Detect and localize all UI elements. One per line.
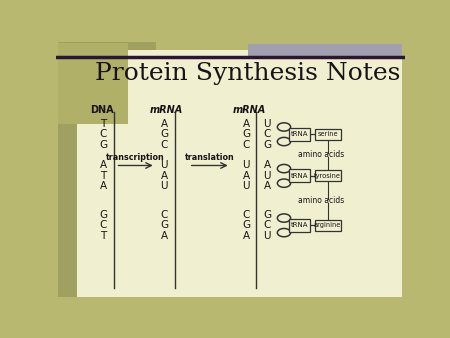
Text: A: A (100, 161, 107, 170)
Text: A: A (243, 119, 250, 129)
Text: DNA: DNA (90, 104, 113, 115)
FancyBboxPatch shape (315, 220, 341, 231)
Text: A: A (243, 171, 250, 181)
Text: G: G (160, 220, 168, 230)
FancyBboxPatch shape (77, 50, 401, 297)
Text: C: C (99, 129, 107, 139)
Text: G: G (99, 210, 108, 220)
Text: U: U (161, 181, 168, 191)
Text: A: A (264, 181, 271, 191)
Text: G: G (242, 220, 250, 230)
Text: tRNA: tRNA (291, 222, 308, 228)
Text: tyrosine: tyrosine (314, 173, 341, 179)
Text: U: U (161, 161, 168, 170)
FancyBboxPatch shape (315, 129, 341, 140)
FancyBboxPatch shape (248, 45, 401, 59)
Text: T: T (100, 171, 107, 181)
Text: A: A (161, 119, 168, 129)
Text: A: A (264, 161, 271, 170)
Text: C: C (264, 129, 271, 139)
Text: U: U (243, 181, 250, 191)
FancyBboxPatch shape (58, 43, 128, 124)
Text: G: G (99, 140, 108, 150)
Text: C: C (161, 140, 168, 150)
Text: mRNA: mRNA (233, 104, 266, 115)
Text: amino acids: amino acids (297, 196, 344, 204)
Text: A: A (100, 181, 107, 191)
Text: serine: serine (317, 131, 338, 137)
Text: G: G (263, 140, 271, 150)
Text: A: A (243, 231, 250, 241)
FancyBboxPatch shape (289, 219, 310, 232)
Text: C: C (161, 210, 168, 220)
Text: U: U (264, 171, 271, 181)
Text: C: C (99, 220, 107, 230)
Text: G: G (242, 129, 250, 139)
Text: U: U (243, 161, 250, 170)
Text: A: A (161, 171, 168, 181)
Text: tRNA: tRNA (291, 131, 308, 137)
Text: G: G (160, 129, 168, 139)
Text: T: T (100, 231, 107, 241)
Text: G: G (263, 210, 271, 220)
Text: transcription: transcription (106, 153, 165, 162)
Text: C: C (243, 140, 250, 150)
FancyBboxPatch shape (315, 170, 341, 182)
Text: mRNA: mRNA (149, 104, 183, 115)
FancyBboxPatch shape (58, 42, 156, 297)
Text: C: C (243, 210, 250, 220)
Text: Protein Synthesis Notes: Protein Synthesis Notes (94, 62, 400, 84)
Text: C: C (264, 220, 271, 230)
Text: U: U (264, 119, 271, 129)
FancyBboxPatch shape (289, 128, 310, 141)
Text: tRNA: tRNA (291, 173, 308, 179)
Text: arginine: arginine (314, 222, 342, 228)
FancyBboxPatch shape (289, 169, 310, 183)
Text: amino acids: amino acids (297, 150, 344, 159)
Text: translation: translation (185, 153, 234, 162)
Text: A: A (161, 231, 168, 241)
Text: T: T (100, 119, 107, 129)
Text: U: U (264, 231, 271, 241)
